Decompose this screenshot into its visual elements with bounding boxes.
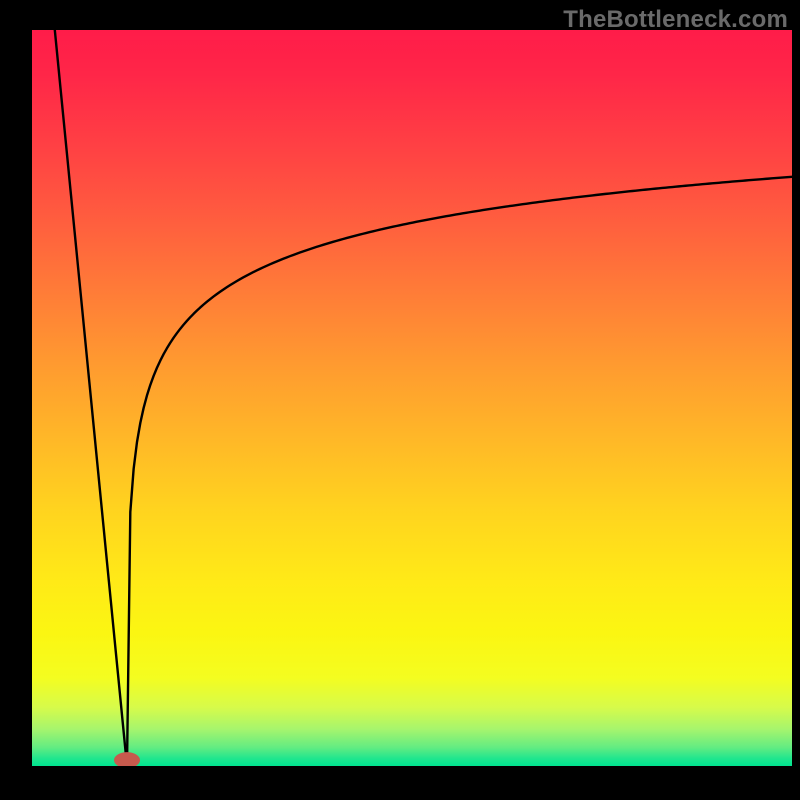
watermark-text: TheBottleneck.com	[563, 6, 788, 34]
chart-container: TheBottleneck.com	[0, 0, 800, 800]
plot-area	[32, 30, 792, 766]
plot-svg	[32, 30, 792, 766]
